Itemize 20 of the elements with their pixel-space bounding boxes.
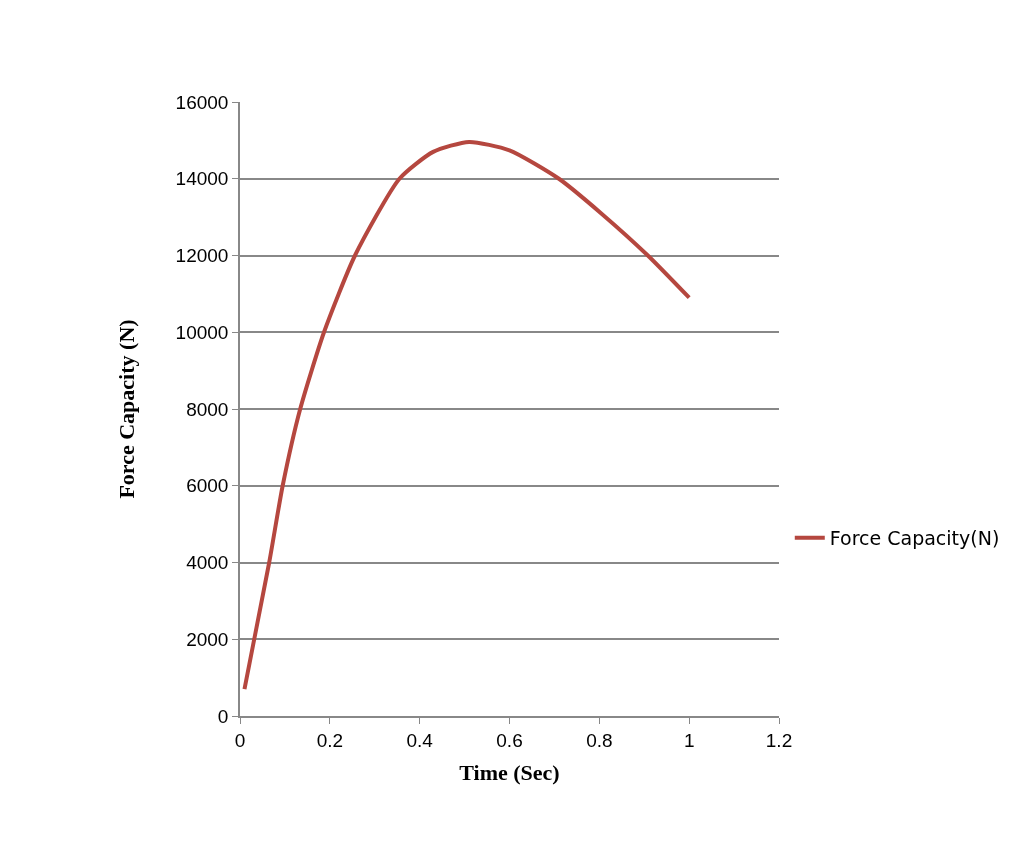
y-tick-label: 6000 [186, 475, 229, 497]
x-tick-label: 1 [683, 729, 695, 751]
x-tick-label: 0 [234, 729, 246, 751]
line-series [242, 139, 692, 692]
x-tick-label: 0.6 [496, 729, 523, 751]
y-tick-label: 8000 [186, 398, 229, 420]
legend-label: Force Capacity(N) [829, 527, 1000, 550]
y-tick-label: 12000 [175, 245, 229, 267]
x-tick-label: 0.8 [586, 729, 613, 751]
y-axis-title: Force Capacity (N) [113, 319, 139, 499]
x-tick-label: 0.2 [316, 729, 344, 751]
y-tick-label: 0 [217, 705, 229, 727]
y-tick-label: 2000 [186, 628, 229, 650]
x-tick-label: 0.4 [406, 729, 434, 751]
x-axis-title: Time (Sec) [459, 759, 560, 785]
y-tick-label: 4000 [186, 552, 229, 574]
x-tick-label: 1.2 [765, 729, 793, 751]
y-tick-label: 14000 [175, 168, 229, 190]
y-tick-label: 16000 [175, 91, 229, 113]
y-tick-label: 10000 [175, 321, 229, 343]
